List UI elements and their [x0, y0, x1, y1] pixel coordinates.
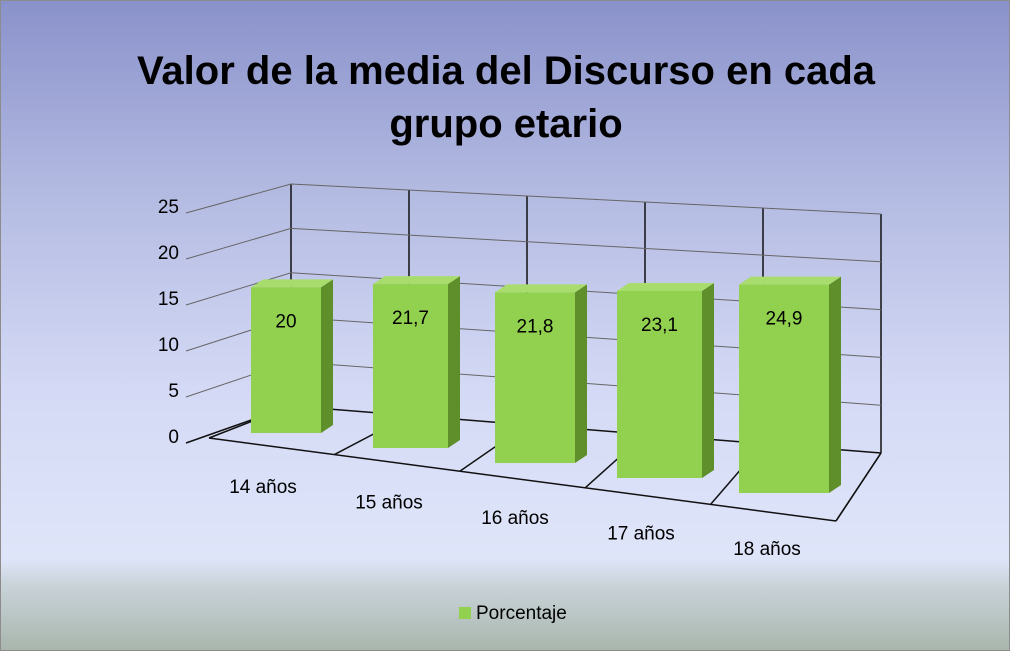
bar — [617, 290, 702, 478]
bar-top — [495, 284, 587, 293]
bar-side — [829, 276, 841, 493]
bar-top — [617, 282, 714, 291]
y-tick-label: 10 — [158, 335, 179, 356]
y-tick-label: 0 — [168, 427, 179, 448]
value-label: 24,9 — [766, 309, 803, 330]
value-label: 21,8 — [517, 316, 554, 337]
legend-label: Porcentaje — [476, 603, 567, 624]
grid-line — [185, 227, 882, 263]
bar — [373, 284, 448, 448]
grid-line — [185, 183, 882, 215]
x-tick-label: 15 años — [355, 493, 423, 514]
y-tick-label: 20 — [158, 243, 179, 264]
value-label: 23,1 — [641, 315, 678, 336]
y-tick-label: 15 — [158, 289, 179, 310]
floor-edge — [208, 437, 837, 522]
x-tick-label: 16 años — [481, 508, 549, 529]
bar-top — [373, 276, 460, 285]
x-tick-label: 18 años — [733, 539, 801, 560]
bar — [251, 287, 321, 433]
floor-edge — [835, 452, 882, 522]
x-tick-label: 14 años — [229, 477, 297, 498]
bar-side — [321, 279, 333, 433]
value-label: 21,7 — [392, 308, 429, 329]
bar-side — [702, 282, 714, 478]
bar-top — [739, 276, 841, 285]
y-tick-label: 5 — [168, 381, 179, 402]
bar-top — [251, 279, 333, 288]
y-tick-label: 25 — [158, 197, 179, 218]
legend-swatch — [459, 607, 471, 619]
value-label: 20 — [275, 311, 296, 332]
bar-side — [448, 276, 460, 448]
x-tick-label: 17 años — [607, 524, 675, 545]
bar-side — [575, 284, 587, 463]
chart-title: Valor de la media del Discurso en cada g… — [136, 49, 876, 146]
bar — [495, 292, 575, 463]
bar — [739, 284, 829, 493]
